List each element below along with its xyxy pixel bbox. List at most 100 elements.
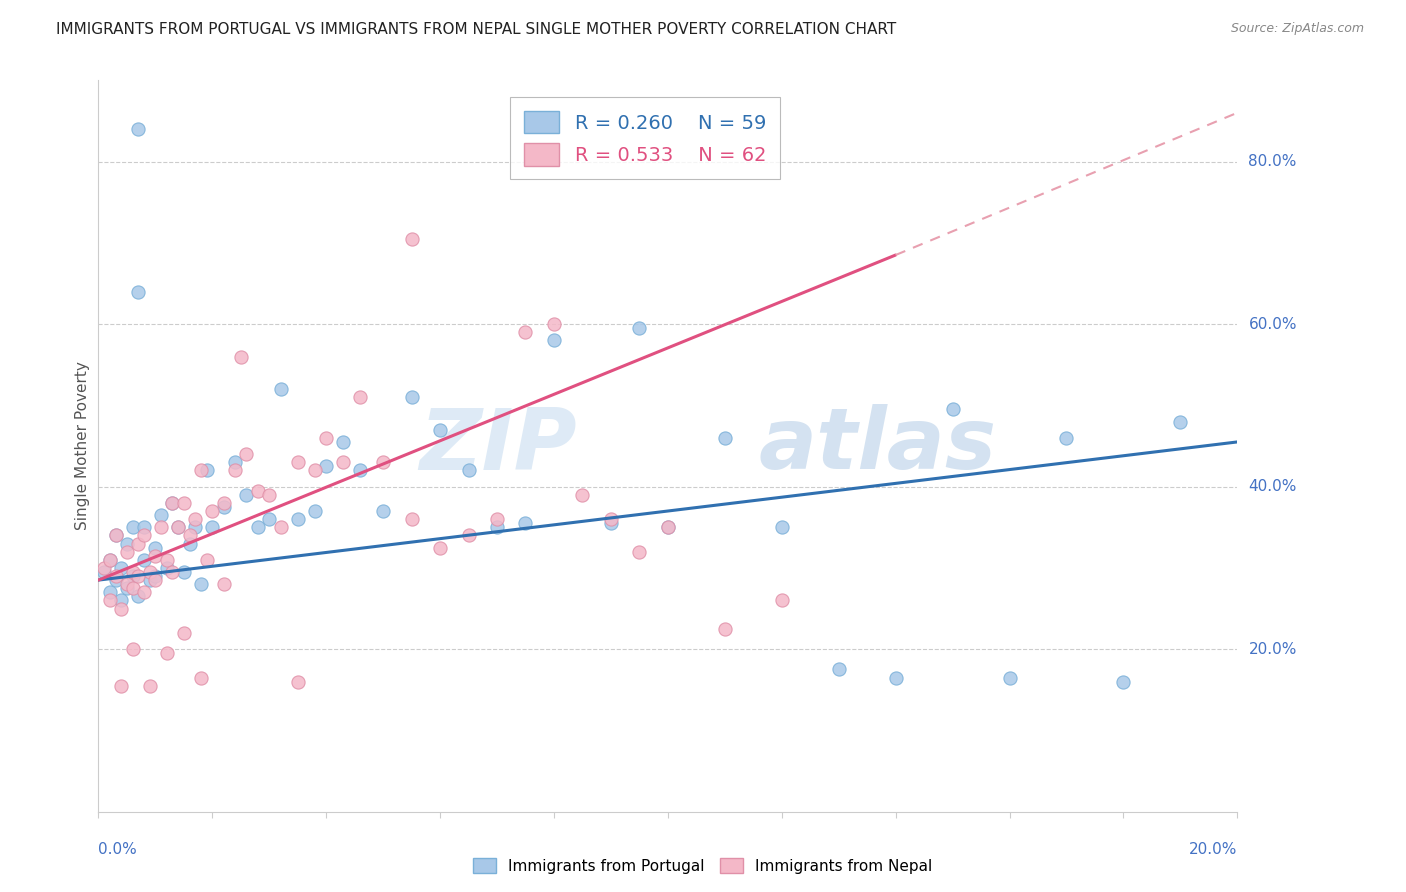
- Point: [132, 520, 155, 534]
- Y-axis label: Single Mother Poverty: Single Mother Poverty: [75, 361, 90, 531]
- Text: Source: ZipAtlas.com: Source: ZipAtlas.com: [1230, 22, 1364, 36]
- Point: [401, 390, 423, 404]
- Point: [429, 541, 451, 555]
- Text: atlas: atlas: [759, 404, 997, 488]
- Point: [212, 577, 235, 591]
- Point: [515, 516, 537, 531]
- Point: [127, 569, 149, 583]
- Point: [167, 520, 190, 534]
- Point: [486, 512, 509, 526]
- Point: [132, 528, 155, 542]
- Point: [349, 463, 371, 477]
- Point: [121, 520, 143, 534]
- Point: [104, 528, 127, 542]
- Point: [173, 626, 195, 640]
- Point: [315, 459, 337, 474]
- Point: [173, 496, 195, 510]
- Point: [373, 504, 395, 518]
- Point: [942, 402, 965, 417]
- Point: [714, 622, 737, 636]
- Point: [110, 561, 132, 575]
- Legend: R = 0.260    N = 59, R = 0.533    N = 62: R = 0.260 N = 59, R = 0.533 N = 62: [510, 97, 780, 179]
- Point: [98, 593, 121, 607]
- Point: [828, 663, 851, 677]
- Point: [145, 569, 167, 583]
- Point: [115, 581, 138, 595]
- Point: [287, 674, 309, 689]
- Text: 40.0%: 40.0%: [1249, 479, 1296, 494]
- Point: [212, 500, 235, 514]
- Point: [138, 565, 160, 579]
- Point: [93, 565, 115, 579]
- Point: [150, 508, 173, 522]
- Point: [115, 536, 138, 550]
- Point: [115, 544, 138, 558]
- Point: [884, 671, 907, 685]
- Point: [115, 577, 138, 591]
- Point: [571, 488, 593, 502]
- Point: [138, 573, 160, 587]
- Point: [1112, 674, 1135, 689]
- Point: [127, 285, 149, 299]
- Point: [173, 565, 195, 579]
- Point: [457, 463, 479, 477]
- Point: [145, 573, 167, 587]
- Point: [1056, 431, 1078, 445]
- Point: [195, 463, 218, 477]
- Point: [127, 590, 149, 604]
- Text: IMMIGRANTS FROM PORTUGAL VS IMMIGRANTS FROM NEPAL SINGLE MOTHER POVERTY CORRELAT: IMMIGRANTS FROM PORTUGAL VS IMMIGRANTS F…: [56, 22, 897, 37]
- Point: [156, 561, 179, 575]
- Point: [179, 536, 201, 550]
- Point: [121, 565, 143, 579]
- Point: [246, 483, 269, 498]
- Point: [600, 516, 623, 531]
- Text: 60.0%: 60.0%: [1249, 317, 1296, 332]
- Text: 20.0%: 20.0%: [1189, 842, 1237, 857]
- Point: [486, 520, 509, 534]
- Point: [121, 642, 143, 657]
- Point: [127, 536, 149, 550]
- Point: [98, 585, 121, 599]
- Point: [714, 431, 737, 445]
- Point: [429, 423, 451, 437]
- Point: [127, 122, 149, 136]
- Point: [229, 350, 252, 364]
- Text: 0.0%: 0.0%: [98, 842, 138, 857]
- Point: [373, 455, 395, 469]
- Point: [190, 463, 212, 477]
- Point: [104, 573, 127, 587]
- Point: [145, 549, 167, 563]
- Point: [162, 496, 184, 510]
- Point: [401, 232, 423, 246]
- Point: [98, 553, 121, 567]
- Point: [167, 520, 190, 534]
- Point: [270, 382, 292, 396]
- Point: [156, 553, 179, 567]
- Point: [162, 565, 184, 579]
- Point: [110, 593, 132, 607]
- Point: [235, 488, 257, 502]
- Point: [190, 577, 212, 591]
- Point: [315, 431, 337, 445]
- Point: [110, 679, 132, 693]
- Text: 80.0%: 80.0%: [1249, 154, 1296, 169]
- Point: [332, 434, 354, 449]
- Text: 20.0%: 20.0%: [1249, 641, 1296, 657]
- Point: [98, 553, 121, 567]
- Point: [212, 496, 235, 510]
- Point: [224, 463, 246, 477]
- Point: [201, 504, 224, 518]
- Point: [600, 512, 623, 526]
- Point: [770, 520, 793, 534]
- Point: [304, 463, 326, 477]
- Point: [132, 585, 155, 599]
- Point: [104, 569, 127, 583]
- Point: [190, 671, 212, 685]
- Point: [628, 321, 651, 335]
- Point: [246, 520, 269, 534]
- Point: [1170, 415, 1192, 429]
- Point: [138, 679, 160, 693]
- Point: [132, 553, 155, 567]
- Point: [259, 488, 281, 502]
- Point: [332, 455, 354, 469]
